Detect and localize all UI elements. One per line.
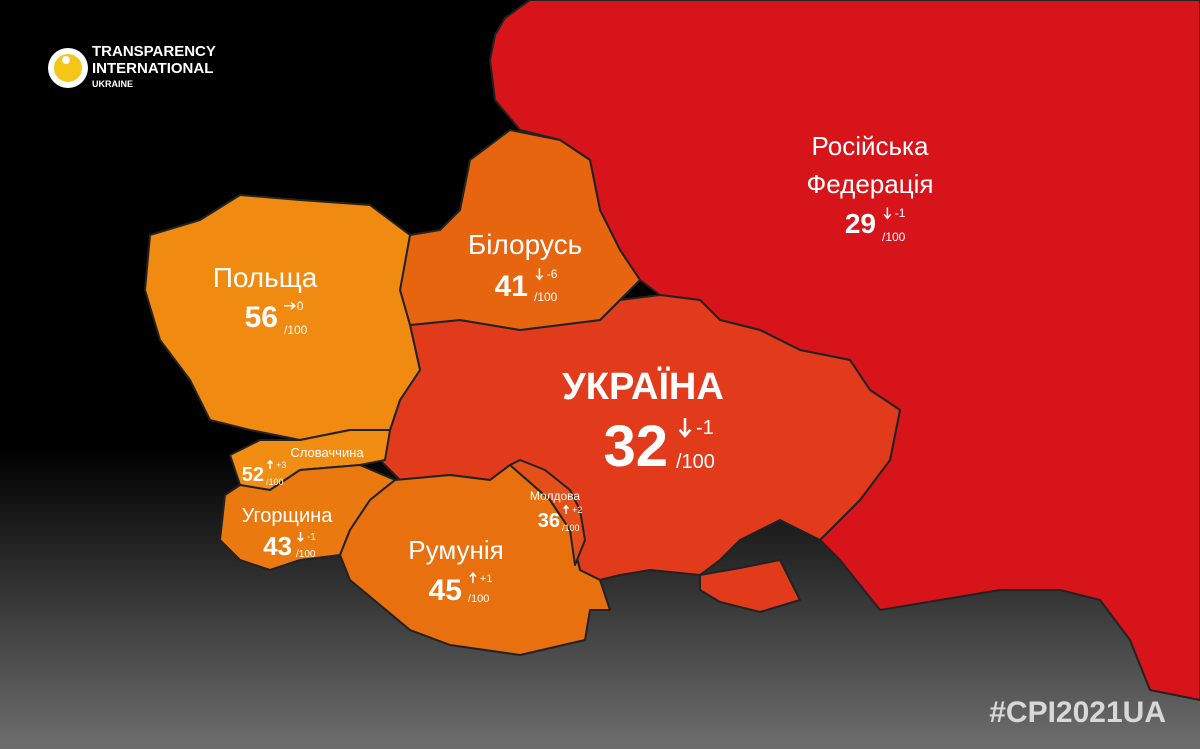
logo-text: INTERNATIONAL [92, 60, 213, 77]
score: 32 [603, 414, 668, 479]
country-name: Молдова [530, 489, 580, 503]
score: 36 [538, 510, 560, 532]
country-name: Білорусь [468, 229, 582, 260]
change-arrow [883, 207, 892, 220]
scale: /100 [676, 451, 715, 473]
change-arrow [267, 459, 274, 469]
country-name: Словаччина [290, 445, 364, 460]
crimea [699, 559, 801, 613]
country-name: Румунія [408, 535, 503, 565]
scale: /100 [266, 477, 284, 487]
change: +2 [572, 505, 582, 515]
scale: /100 [534, 290, 558, 304]
change: -6 [547, 267, 558, 281]
score: 45 [429, 574, 462, 607]
country-name: Угорщина [242, 505, 334, 527]
change: -1 [307, 532, 316, 543]
change: 0 [297, 299, 304, 313]
score: 43 [263, 531, 292, 561]
change-arrow [535, 268, 544, 281]
change-arrow [563, 504, 570, 514]
scale: /100 [882, 230, 906, 244]
country-name: Польща [213, 262, 318, 293]
scale: /100 [562, 523, 580, 533]
belarus [399, 129, 641, 331]
logo-text: UKRAINE [92, 79, 133, 89]
change-arrow [297, 532, 304, 543]
change-arrow [678, 418, 692, 438]
change-arrow [284, 301, 296, 310]
change: +1 [480, 573, 493, 585]
logo-icon-head [62, 56, 70, 64]
scale: /100 [284, 323, 308, 337]
score: 56 [245, 301, 278, 334]
change: -1 [895, 206, 906, 220]
scale: /100 [468, 593, 489, 605]
score: 41 [495, 270, 528, 303]
scale: /100 [296, 549, 316, 560]
change-arrow [469, 572, 477, 584]
logo-icon-inner [54, 54, 82, 82]
hashtag: #CPI2021UA [989, 696, 1166, 729]
logo-text: TRANSPARENCY [92, 43, 216, 60]
score: 52 [242, 464, 264, 486]
score: 29 [845, 208, 876, 239]
poland [144, 194, 421, 441]
country-name: Федерація [807, 169, 934, 199]
change: +3 [276, 460, 286, 470]
change: -1 [696, 417, 714, 439]
country-name: Російська [812, 131, 929, 161]
moldova [509, 459, 586, 566]
country-name: УКРАЇНА [562, 365, 724, 408]
